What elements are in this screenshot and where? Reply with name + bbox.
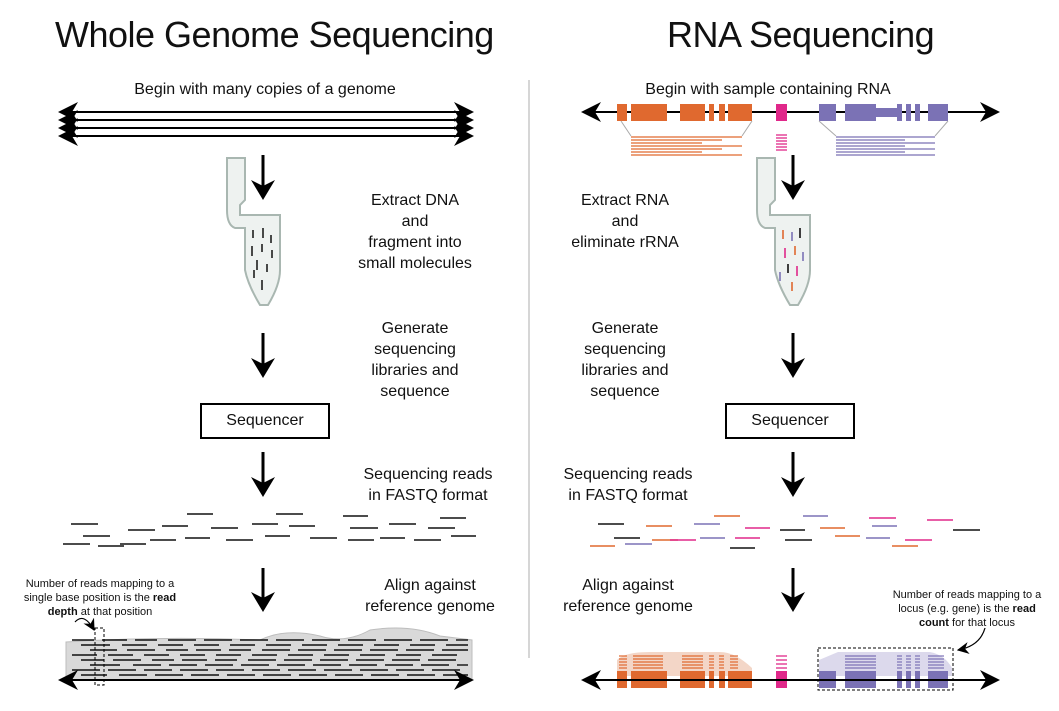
rna-begin-label: Begin with sample containing RNA: [645, 81, 891, 98]
rna-sequencer-box: Sequencer: [725, 403, 855, 439]
arrow-head: [781, 358, 805, 378]
orange-gene-exon: [631, 104, 667, 121]
wgs-down-arrow-4: [251, 568, 275, 612]
read-depth-pointer-arrow: [74, 617, 95, 632]
rna-down-arrow-2: [781, 333, 805, 378]
rna-reads-label: Sequencing reads in FASTQ format: [563, 466, 693, 504]
arrow-head: [251, 180, 275, 200]
transcript-guide: [818, 120, 837, 137]
transcript-guide: [620, 120, 632, 137]
orange-gene-utr: [738, 108, 752, 117]
wgs-down-arrow-1: [251, 155, 275, 200]
wgs-generate-label: Generate sequencing libraries and sequen…: [371, 320, 459, 400]
rna-extract-label: Extract RNA and eliminate rRNA: [571, 192, 679, 251]
purple-gene-exon: [897, 104, 902, 121]
read-count-highlight-box: [817, 647, 954, 691]
orange-gene-exon: [680, 104, 705, 121]
wgs-title: Whole Genome Sequencing: [55, 14, 494, 55]
rna-fastq-reads: [590, 515, 980, 549]
arrow-head: [781, 180, 805, 200]
wgs-reads-label: Sequencing reads in FASTQ format: [363, 466, 493, 504]
rna-genome-track: [581, 102, 1000, 156]
wgs-sequencer-box: Sequencer: [200, 403, 330, 439]
arrow-head: [781, 592, 805, 612]
rna-alignment: [581, 627, 1000, 691]
orange-gene-exon: [617, 104, 627, 121]
wgs-down-arrow-2: [251, 333, 275, 378]
wgs-alignment: [58, 617, 474, 690]
read-count-pointer-arrow: [956, 627, 986, 654]
wgs-extract-label: Extract DNA and fragment into small mole…: [358, 192, 472, 272]
wgs-begin-label: Begin with many copies of a genome: [134, 81, 396, 98]
purple-gene-utr: [876, 108, 897, 117]
wgs-tube-icon: [226, 157, 281, 306]
rna-down-arrow-3: [781, 452, 805, 497]
orange-gene-exon: [709, 104, 714, 121]
arrow-head: [781, 477, 805, 497]
wgs-fastq-reads: [63, 513, 476, 547]
orange-gene-exon: [719, 104, 725, 121]
wgs-down-arrow-3: [251, 452, 275, 497]
wgs-step-arrows: [251, 155, 275, 612]
rna-step-arrows: [781, 155, 805, 612]
rna-align-label: Align against reference genome: [563, 577, 693, 615]
purple-gene-exon: [915, 104, 920, 121]
wgs-align-label: Align against reference genome: [365, 577, 495, 615]
purple-gene-exon: [906, 104, 911, 121]
transcript-guide: [934, 120, 949, 137]
rrna-gene-block: [776, 104, 787, 121]
transcript-guide: [741, 120, 753, 137]
rna-down-arrow-4: [781, 568, 805, 612]
purple-gene-exon: [819, 104, 836, 121]
rna-generate-label: Generate sequencing libraries and sequen…: [581, 320, 669, 400]
rna-down-arrow-1: [781, 155, 805, 200]
arrow-head: [251, 592, 275, 612]
purple-gene-exon: [928, 104, 948, 121]
rna-read-count-note: Number of reads mapping to a locus (e.g.…: [892, 589, 1042, 629]
rna-title: RNA Sequencing: [667, 14, 935, 55]
arrow-head: [251, 477, 275, 497]
rna-tube-icon: [756, 157, 811, 306]
wgs-genome-copies: [58, 102, 474, 146]
wgs-read-depth-note: Number of reads mapping to a single base…: [23, 578, 177, 618]
purple-gene-exon: [845, 104, 876, 121]
arrow-head: [251, 358, 275, 378]
read-depth-highlight-box: [94, 627, 105, 686]
